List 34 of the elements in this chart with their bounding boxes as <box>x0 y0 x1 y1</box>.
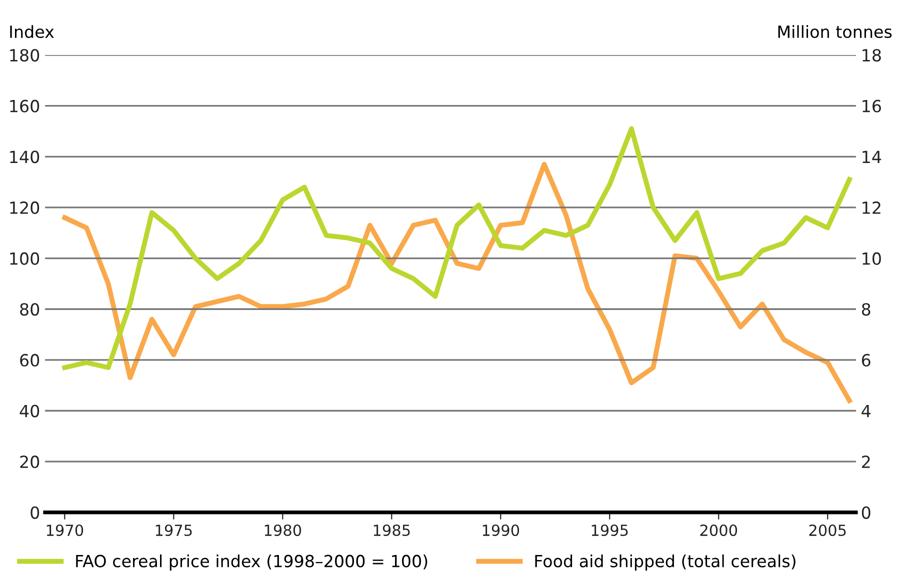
legend-label: Food aid shipped (total cereals) <box>535 554 796 571</box>
x-tick-label: 1995 <box>592 524 628 536</box>
y2-tick-label: 18 <box>862 48 881 62</box>
y2-tick-label: 14 <box>862 150 882 163</box>
y2-tick-label: 16 <box>862 100 881 112</box>
x-tick-label: 2005 <box>809 524 846 536</box>
y-tick-label: 100 <box>10 252 40 265</box>
y-axis-title: Index <box>10 25 54 38</box>
y2-tick-label: 0 <box>862 506 870 519</box>
y-tick-label: 80 <box>20 303 40 316</box>
y-tick-label: 20 <box>20 456 40 468</box>
y2-tick-label: 6 <box>862 354 870 367</box>
y-tick-label: 180 <box>10 48 40 62</box>
x-tick-label: 2000 <box>700 524 738 536</box>
y-tick-label: 140 <box>10 150 40 164</box>
y-tick-label: 120 <box>10 201 40 214</box>
y-tick-label: 0 <box>30 506 40 519</box>
y2-tick-label: 4 <box>862 404 870 418</box>
x-tick-label: 1980 <box>264 524 302 536</box>
line-series <box>62 162 852 404</box>
y2-tick-label: 2 <box>862 456 870 468</box>
legend-label: FAO cereal price index (1998–2000 = 100) <box>76 554 428 571</box>
y2-tick-label: 8 <box>862 303 870 316</box>
y-tick-label: 40 <box>20 404 40 418</box>
y2-tick-label: 12 <box>862 201 880 214</box>
x-tick-label: 1990 <box>482 524 520 536</box>
y-tick-label: 60 <box>20 354 40 367</box>
y-tick-label: 160 <box>10 100 40 112</box>
y2-axis-title: Million tonnes <box>778 25 892 38</box>
line-series <box>62 126 852 370</box>
x-tick-label: 1975 <box>156 524 192 536</box>
y2-tick-label: 10 <box>862 252 881 265</box>
x-tick-label: 1970 <box>46 524 84 536</box>
x-tick-label: 1985 <box>374 524 410 536</box>
